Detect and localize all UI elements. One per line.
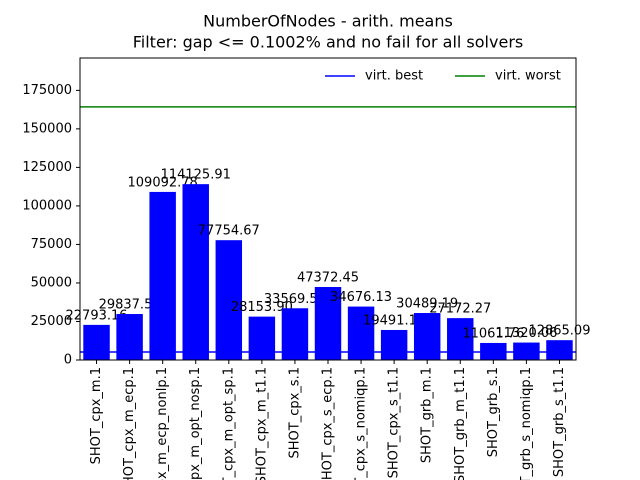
value-label: 34676.13 xyxy=(330,290,392,305)
value-label: 114125.91 xyxy=(161,168,231,183)
value-label: 47372.45 xyxy=(297,271,359,286)
x-tick-label: SHOT_cpx_m_ecp_nonlp.1 xyxy=(155,367,170,480)
bar xyxy=(116,314,143,360)
bar xyxy=(413,313,441,360)
bar xyxy=(149,191,176,360)
x-tick-label: SHOT_cpx_s_ecp.1 xyxy=(321,367,336,480)
x-tick-label: SHOT_grb_s.1 xyxy=(486,367,501,457)
y-tick-label: 100000 xyxy=(22,198,72,213)
value-label: 19491.13 xyxy=(363,313,425,328)
legend-label: virt. worst xyxy=(495,69,561,84)
x-tick-label: SHOT_grb_s_nomiqp.1 xyxy=(519,367,534,480)
x-tick-label: SHOT_grb_m_t1.1 xyxy=(453,367,468,480)
y-tick-label: 25000 xyxy=(31,314,72,329)
x-tick-label: SHOT_grb_m.1 xyxy=(420,367,435,463)
value-label: 33569.57 xyxy=(264,292,326,307)
plot-frame xyxy=(79,57,577,361)
x-tick-label: SHOT_cpx_s.1 xyxy=(287,367,302,458)
x-tick-label: SHOT_grb_s_t1.1 xyxy=(552,367,567,477)
value-label: 77754.67 xyxy=(198,224,260,239)
bar xyxy=(182,184,209,360)
bar xyxy=(83,324,110,360)
y-tick-label: 150000 xyxy=(22,121,72,136)
bar xyxy=(447,318,474,360)
value-label: 11320.06 xyxy=(495,326,557,341)
y-tick-label: 0 xyxy=(64,353,72,368)
value-label: 109092.78 xyxy=(128,175,198,190)
y-tick-label: 50000 xyxy=(31,275,72,290)
value-label: 12865.09 xyxy=(528,324,590,339)
y-tick-label: 75000 xyxy=(31,237,72,252)
bar xyxy=(314,287,342,360)
value-label: 11061.76 xyxy=(462,326,524,341)
x-tick-label: SHOT_cpx_m_opt_nosp.1 xyxy=(188,367,203,480)
chart-title: NumberOfNodes - arith. means xyxy=(203,12,453,31)
x-tick-label: SHOT_cpx_m_ecp.1 xyxy=(122,367,137,480)
value-label: 27172.27 xyxy=(429,302,491,317)
value-label: 30489.19 xyxy=(396,297,458,312)
value-label: 22793.16 xyxy=(66,308,128,323)
legend-label: virt. best xyxy=(365,69,423,84)
y-tick-label: 125000 xyxy=(22,160,72,175)
bar xyxy=(248,316,276,360)
x-tick-label: SHOT_cpx_m.1 xyxy=(89,367,104,464)
bar xyxy=(347,306,375,360)
value-label: 28153.90 xyxy=(231,300,293,315)
x-tick-label: SHOT_cpx_s_t1.1 xyxy=(387,367,402,478)
bar xyxy=(215,240,243,360)
x-tick-label: SHOT_cpx_s_nomiqp.1 xyxy=(354,367,369,480)
y-tick-label: 175000 xyxy=(22,83,72,98)
bar xyxy=(546,340,573,360)
x-tick-label: SHOT_cpx_m_opt_sp.1 xyxy=(221,367,236,480)
x-tick-label: SHOT_cpx_m_t1.1 xyxy=(254,367,269,480)
value-label: 29837.52 xyxy=(99,298,161,313)
chart-subtitle: Filter: gap <= 0.1002% and no fail for a… xyxy=(133,33,523,52)
bar xyxy=(380,329,408,360)
